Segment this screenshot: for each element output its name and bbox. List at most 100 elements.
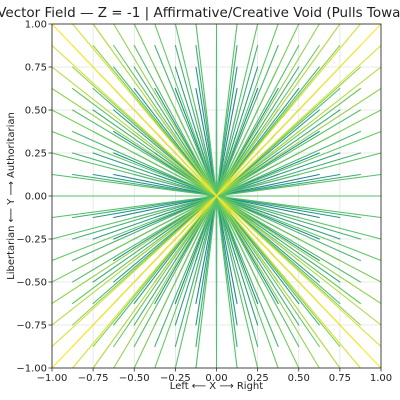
vector-line xyxy=(92,195,218,283)
vector-line xyxy=(215,87,382,197)
vector-line xyxy=(92,195,218,240)
vector-line xyxy=(215,23,361,197)
y-tick-label: 1.00 xyxy=(25,20,47,31)
x-tick-label: −0.75 xyxy=(78,373,109,384)
x-tick-label: −0.25 xyxy=(160,373,191,384)
vector-line xyxy=(215,195,341,283)
vector-line xyxy=(215,87,361,197)
vector-line xyxy=(51,152,218,197)
vector-line xyxy=(215,195,361,369)
y-tick-label: −1.00 xyxy=(16,364,47,375)
vector-line xyxy=(215,195,382,348)
y-tick-label: −0.75 xyxy=(16,321,47,332)
vector-line xyxy=(215,195,382,305)
vector-line xyxy=(215,23,320,197)
vector-line xyxy=(215,195,300,348)
vector-line xyxy=(154,195,218,348)
vector-line xyxy=(72,195,218,283)
vector-line xyxy=(51,195,218,219)
vector-line xyxy=(174,23,218,197)
vector-line xyxy=(72,195,218,262)
x-tick-label: −1.00 xyxy=(37,373,68,384)
vector-line xyxy=(215,195,341,369)
vector-line xyxy=(113,195,218,219)
vector-line xyxy=(154,23,218,197)
vector-line xyxy=(215,109,361,197)
vector-line xyxy=(215,23,259,197)
vector-line xyxy=(174,66,218,197)
vector-line xyxy=(51,195,218,305)
vector-line xyxy=(215,23,238,197)
vector-line xyxy=(154,195,218,369)
vector-line xyxy=(215,66,259,197)
vector-line xyxy=(92,152,218,197)
vector-line xyxy=(51,173,218,197)
vector-line xyxy=(215,44,320,197)
y-tick-label: −0.50 xyxy=(16,278,47,289)
vector-line xyxy=(92,23,218,197)
y-tick-label: 0.25 xyxy=(25,149,47,160)
x-axis-label: Left ⟵ X ⟶ Right xyxy=(170,381,263,392)
vector-line xyxy=(72,195,218,305)
vector-line xyxy=(174,44,218,197)
vector-line xyxy=(215,195,320,369)
vector-line xyxy=(133,195,218,348)
vector-line xyxy=(72,152,218,197)
chart-title: Influence Vector Field — Z = -1 | Affirm… xyxy=(0,5,400,21)
vector-line xyxy=(215,195,382,283)
vector-line xyxy=(51,195,218,240)
y-tick-label: 0.00 xyxy=(25,192,47,203)
vector-line xyxy=(215,195,320,348)
y-axis-ticks: −1.00 −0.75 −0.50 −0.25 0.00 0.25 0.50 0.75 1.00 xyxy=(16,20,52,375)
y-tick-label: 0.50 xyxy=(25,106,47,117)
vector-line xyxy=(215,66,300,197)
vector-line xyxy=(215,109,341,197)
vector-line xyxy=(215,195,382,262)
vector-line xyxy=(195,195,218,305)
vector-line xyxy=(113,195,218,348)
vector-line xyxy=(195,87,218,197)
vector-line xyxy=(154,44,218,197)
vector-line xyxy=(174,195,218,348)
vector-line xyxy=(51,195,218,369)
vector-line xyxy=(51,23,218,197)
vector-line xyxy=(72,109,218,197)
vector-line xyxy=(72,87,218,197)
vector-line xyxy=(174,195,218,369)
vector-line xyxy=(215,195,361,262)
x-tick-label: −0.50 xyxy=(119,373,150,384)
vector-line xyxy=(92,195,218,369)
vector-line xyxy=(215,44,279,197)
y-axis-label: Libertarian ⟵ Y ⟶ Authoritarian xyxy=(6,112,17,280)
vector-line xyxy=(195,23,218,197)
vector-line xyxy=(215,195,259,326)
x-tick-label: 0.75 xyxy=(329,373,351,384)
vector-line xyxy=(51,195,218,262)
vector-line xyxy=(113,173,218,197)
vector-line xyxy=(113,23,218,197)
vector-line xyxy=(215,195,300,326)
vector-line xyxy=(215,195,238,369)
vector-line xyxy=(215,152,382,197)
vector-line xyxy=(113,44,218,197)
vector-line xyxy=(215,23,279,197)
vector-line xyxy=(133,23,218,197)
vector-line xyxy=(51,109,218,197)
vector-line xyxy=(215,195,238,305)
x-tick-label: 0.50 xyxy=(288,373,310,384)
vector-line xyxy=(215,44,259,197)
y-tick-label: 0.75 xyxy=(25,63,47,74)
vector-line xyxy=(215,152,341,197)
vector-line xyxy=(51,87,218,197)
vector-line xyxy=(113,195,218,369)
y-tick-label: −0.25 xyxy=(16,235,47,246)
vector-line xyxy=(174,195,218,326)
vector-line xyxy=(215,195,279,369)
vector-line xyxy=(51,195,218,283)
vector-line xyxy=(215,130,361,197)
vector-line xyxy=(215,195,320,219)
vector-line xyxy=(215,173,320,197)
vector-line xyxy=(215,195,259,369)
vector-line xyxy=(133,195,218,326)
